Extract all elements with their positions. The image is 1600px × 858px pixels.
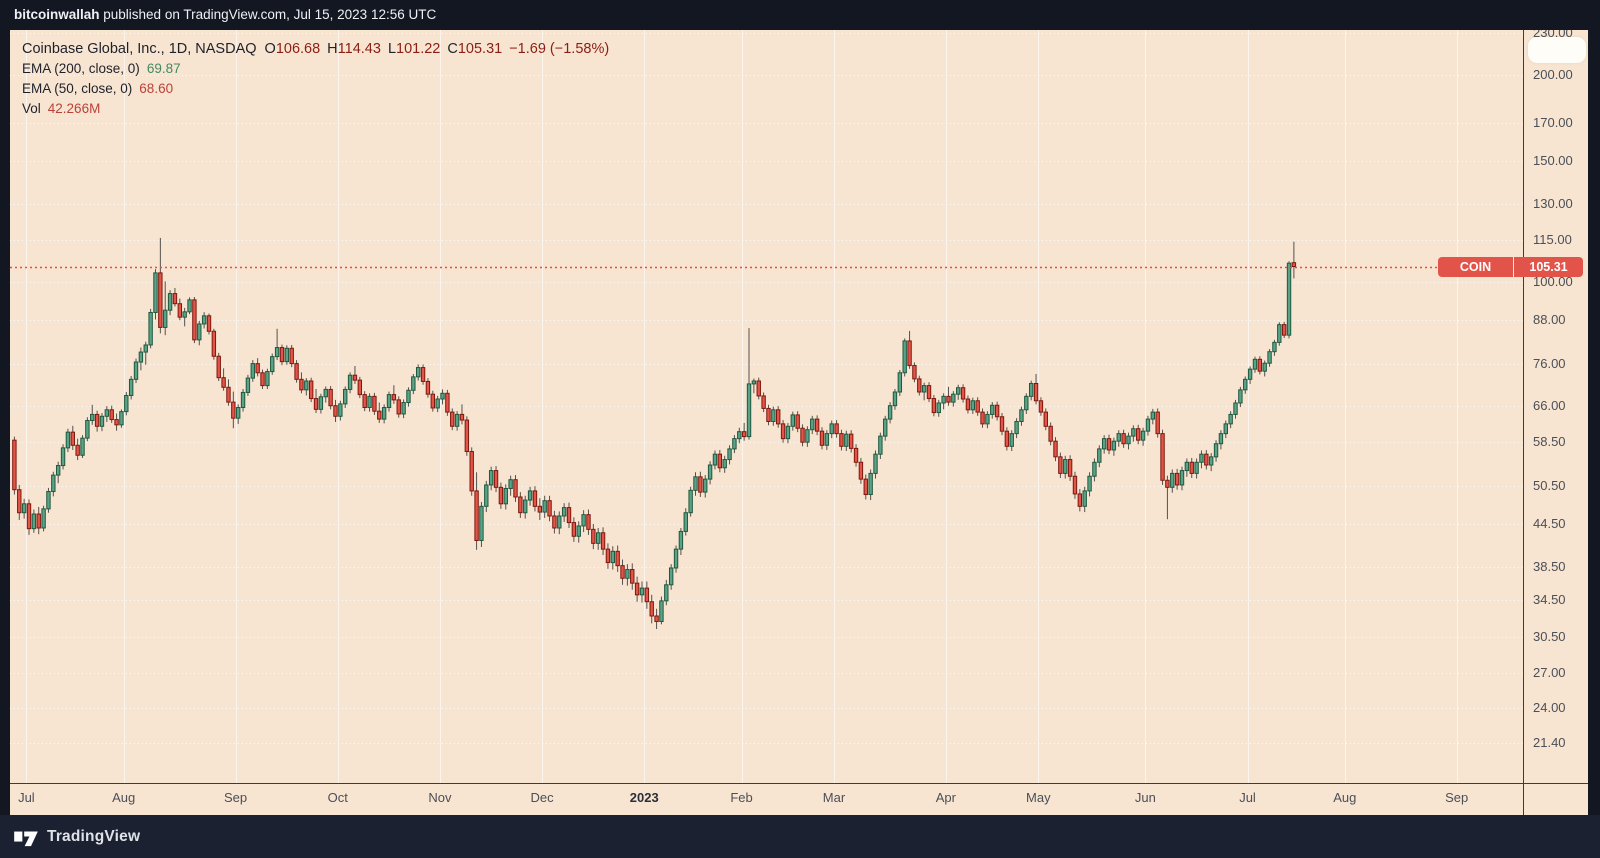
price-tick: 38.50 (1533, 559, 1566, 575)
time-tick: Mar (822, 790, 846, 805)
price-tick: 130.00 (1533, 195, 1573, 211)
tradingview-logo-icon[interactable] (14, 827, 38, 847)
time-tick: Sep (224, 790, 248, 805)
blank-overlay (1528, 37, 1586, 63)
volume-label: Vol (22, 101, 41, 116)
candlestick-chart[interactable]: Coinbase Global, Inc., 1D, NASDAQ O106.68… (10, 30, 1523, 783)
price-tick: 27.00 (1533, 665, 1566, 681)
time-tick: Feb (730, 790, 753, 805)
time-tick: Dec (530, 790, 554, 805)
price-tick: 58.50 (1533, 434, 1566, 450)
change-value: −1.69 (−1.58%) (509, 41, 610, 57)
last-price-symbol: COIN (1459, 259, 1492, 274)
time-tick: Jul (1239, 790, 1256, 805)
price-tick: 230.00 (1533, 30, 1573, 41)
close-label: C (447, 41, 458, 57)
high-label: H (327, 41, 338, 57)
ema50-label: EMA (50, close, 0) (22, 81, 133, 96)
volume-legend-row: Vol 42.266M (22, 99, 616, 119)
chart-legend: Coinbase Global, Inc., 1D, NASDAQ O106.68… (22, 39, 616, 119)
open-label: O (264, 41, 276, 57)
time-tick: 2023 (629, 790, 659, 805)
price-tick: 100.00 (1533, 274, 1573, 289)
tradingview-brand-text[interactable]: TradingView (47, 827, 141, 845)
publish-info-text: published on TradingView.com, Jul 15, 20… (99, 7, 437, 22)
volume-value: 42.266M (47, 101, 101, 116)
time-tick: Oct (327, 790, 348, 805)
time-tick: Aug (112, 790, 136, 805)
price-tick: 150.00 (1533, 152, 1573, 168)
ema200-label: EMA (200, close, 0) (22, 61, 140, 76)
last-price-value: 105.31 (1529, 259, 1568, 274)
last-price-label: COIN 105.31 (1438, 256, 1583, 277)
price-tick: 34.50 (1533, 591, 1566, 607)
time-tick: Jun (1134, 790, 1156, 805)
chart-canvas[interactable] (10, 30, 1523, 783)
time-tick: Apr (935, 790, 956, 805)
symbol-title: Coinbase Global, Inc., 1D, NASDAQ (22, 41, 257, 57)
ema200-value: 69.87 (146, 61, 181, 76)
symbol-legend-row: Coinbase Global, Inc., 1D, NASDAQ O106.68… (22, 39, 616, 59)
tradingview-footer: TradingView (0, 815, 1600, 858)
price-tick: 76.00 (1533, 356, 1566, 371)
price-label-divider (1513, 256, 1514, 277)
price-tick: 115.00 (1533, 232, 1572, 248)
price-tick: 50.50 (1533, 478, 1566, 494)
price-tick: 88.00 (1533, 312, 1566, 328)
time-axis[interactable]: Jul Aug Sep Oct Nov Dec 2023 Feb Mar Apr May Jun Jul… (10, 783, 1588, 815)
ema50-value: 68.60 (139, 81, 174, 96)
ema50-legend-row: EMA (50, close, 0) 68.60 (22, 79, 616, 99)
price-tick: 30.50 (1533, 628, 1566, 644)
price-tick: 170.00 (1533, 115, 1573, 131)
price-tick: 24.00 (1533, 700, 1566, 716)
time-tick: Jul (18, 790, 35, 805)
open-value: 106.68 (275, 41, 321, 57)
time-tick: Aug (1333, 790, 1357, 805)
price-axis[interactable]: 230.00 200.00 170.00 150.00 130.00 115.00 100.… (1523, 30, 1588, 783)
price-tick: 66.00 (1533, 398, 1566, 414)
publish-info-bar: bitcoinwallah published on TradingView.c… (0, 0, 1600, 30)
price-tick: 44.50 (1533, 515, 1566, 531)
price-tick: 200.00 (1533, 66, 1573, 82)
time-tick: May (1026, 790, 1051, 805)
low-label: L (387, 41, 397, 57)
high-value: 114.43 (337, 41, 381, 57)
close-value: 105.31 (457, 41, 503, 57)
time-tick: Nov (428, 790, 452, 805)
price-tick: 21.40 (1533, 734, 1566, 750)
low-value: 101.22 (396, 41, 441, 57)
publisher-username: bitcoinwallah (14, 7, 100, 22)
ema200-legend-row: EMA (200, close, 0) 69.87 (22, 59, 616, 79)
chart-panel: Coinbase Global, Inc., 1D, NASDAQ O106.68… (10, 30, 1588, 815)
axis-corner-divider (1523, 784, 1524, 815)
time-tick: Sep (1445, 790, 1469, 805)
